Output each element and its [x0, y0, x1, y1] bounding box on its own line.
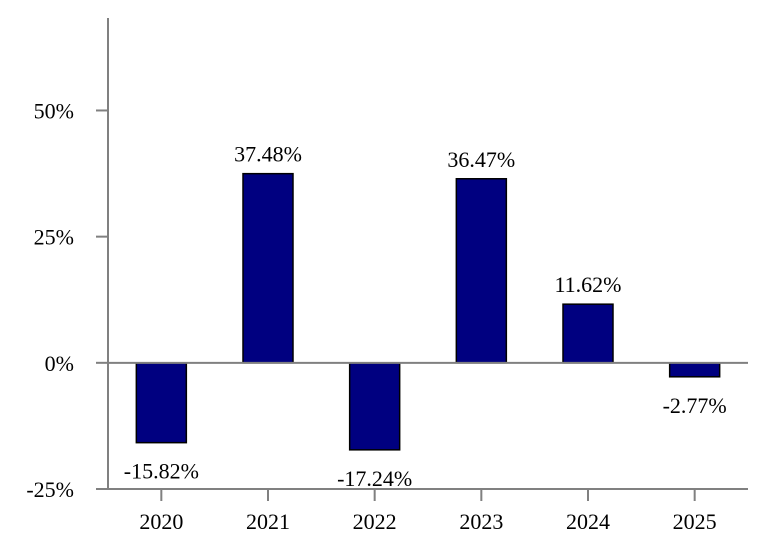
y-tick-label: 0% — [45, 351, 74, 376]
bar-2025 — [668, 362, 721, 378]
bar-2024 — [562, 303, 614, 364]
y-tick-label: 25% — [34, 225, 74, 250]
bars — [135, 172, 721, 451]
bar-2022 — [348, 362, 401, 451]
data-label-2022: -17.24% — [337, 466, 412, 491]
data-label-2025: -2.77% — [663, 393, 727, 418]
x-tick-label: 2020 — [139, 509, 183, 534]
x-tick-label: 2022 — [353, 509, 397, 534]
y-tick-label: 50% — [34, 98, 74, 123]
data-label-2021: 37.48% — [234, 142, 302, 167]
data-label-2020: -15.82% — [124, 459, 199, 484]
data-label-2024: 11.62% — [554, 272, 621, 297]
bar-2020 — [135, 362, 188, 444]
x-tick-label: 2023 — [459, 509, 503, 534]
x-tick-label: 2021 — [246, 509, 290, 534]
y-tick-label: -25% — [26, 477, 74, 502]
bar-2021 — [242, 172, 294, 364]
bar-2023 — [455, 178, 508, 364]
x-tick-label: 2025 — [673, 509, 717, 534]
data-labels: -15.82% 37.48% -17.24% 36.47% 11.62% -2.77% — [124, 142, 727, 491]
x-tick-label: 2024 — [566, 509, 610, 534]
data-label-2023: 36.47% — [447, 147, 515, 172]
y-axis: -25% 0% 25% 50% — [26, 18, 109, 502]
x-axis: 2020 2021 2022 2023 2024 2025 — [108, 361, 748, 534]
